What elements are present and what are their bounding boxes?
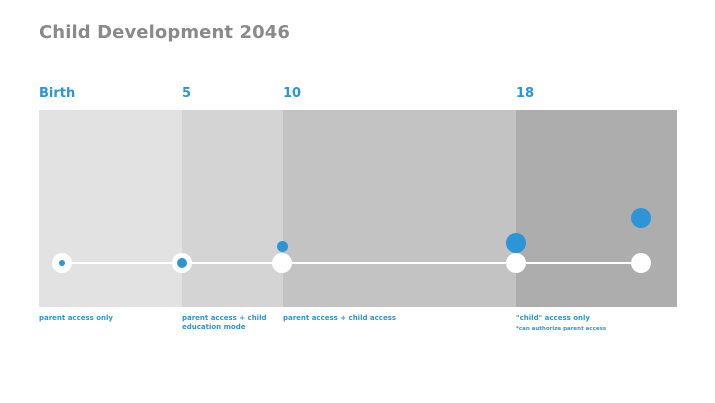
caption-birth: parent access only [39, 314, 113, 322]
stage-band-10 [283, 110, 516, 307]
timeline-line [62, 262, 641, 264]
caption-5-line2: education mode [182, 323, 246, 331]
caption-10: parent access + child access [283, 314, 397, 322]
caption-18: "child" access only [516, 314, 590, 322]
growth-bubble-18 [506, 233, 526, 253]
growth-bubble-10 [277, 241, 288, 252]
age-label-birth: Birth [39, 86, 76, 101]
timeline-node-end [631, 253, 651, 273]
growth-bubble-end [631, 208, 651, 228]
timeline-node-18 [506, 253, 526, 273]
age-label-5: 5 [182, 86, 192, 101]
age-label-18: 18 [516, 86, 535, 101]
node-dot-birth [59, 260, 65, 266]
node-dot-5 [177, 258, 187, 268]
timeline-node-5 [172, 253, 192, 273]
caption-5-line1: parent access + child [182, 314, 267, 322]
age-label-10: 10 [283, 86, 302, 101]
caption-18-note: *can authorize parent access [516, 326, 607, 332]
page-title: Child Development 2046 [39, 22, 290, 43]
timeline-node-birth [52, 253, 72, 273]
stage-band-5 [182, 110, 283, 307]
stage-band-18 [516, 110, 677, 307]
stage-band-birth [39, 110, 182, 307]
timeline-node-10 [272, 253, 292, 273]
